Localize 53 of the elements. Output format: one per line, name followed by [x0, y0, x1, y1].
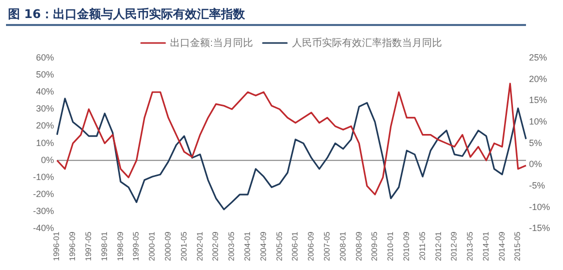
- x-tick-label: 2012-09: [450, 231, 459, 261]
- x-tick-label: 2001-05: [179, 231, 188, 261]
- y-tick-label: 10%: [36, 138, 54, 148]
- x-tick-label: 2008-01: [338, 231, 348, 261]
- x-tick-label: 2006-01: [290, 231, 300, 261]
- y2-tick-label: 0%: [528, 159, 542, 170]
- x-tick-label: 2012-01: [434, 231, 443, 261]
- x-tick-label: 2007-05: [322, 231, 332, 261]
- y-tick-label: -30%: [32, 206, 54, 216]
- x-tick-label: 2014-09: [497, 231, 506, 261]
- x-tick-label: 2013-05: [466, 231, 475, 261]
- x-tick-label: 2000-09: [163, 231, 172, 261]
- y-tick-label: 0%: [40, 154, 54, 165]
- y-tick-label: 30%: [36, 104, 54, 114]
- x-tick-label: 1996-09: [68, 231, 78, 261]
- y-tick-label: -40%: [32, 223, 54, 234]
- y-tick-label: -20%: [32, 188, 54, 199]
- y2-tick-label: 5%: [528, 138, 542, 148]
- x-tick-label: 2009-05: [370, 231, 380, 261]
- y2-tick-label: 20%: [528, 74, 548, 84]
- y-tick-label: 20%: [36, 120, 54, 131]
- x-tick-label: 2004-01: [242, 231, 252, 261]
- y2-tick-label: 15%: [528, 95, 548, 106]
- x-tick-label: 2010-01: [386, 231, 396, 261]
- y-tick-label: -10%: [32, 172, 54, 182]
- x-tick-label: 2005-05: [274, 231, 284, 261]
- x-tick-label: 2002-01: [195, 231, 204, 261]
- x-tick-label: 1998-01: [100, 231, 109, 261]
- x-tick-label: 2006-09: [306, 231, 316, 261]
- y2-tick-label: -10%: [528, 202, 550, 212]
- x-tick-label: 2004-09: [258, 231, 268, 261]
- x-tick-label: 2008-09: [354, 231, 364, 261]
- x-tick-label: 2015-05: [513, 231, 522, 261]
- x-tick-label: 2003-05: [227, 231, 236, 261]
- x-tick-label: 1998-09: [116, 231, 125, 261]
- y2-tick-label: 25%: [528, 52, 548, 62]
- x-tick-label: 2000-01: [148, 231, 157, 261]
- x-tick-label: 2002-09: [211, 231, 220, 261]
- x-tick-label: 1996-01: [52, 231, 62, 261]
- x-tick-label: 2014-01: [481, 231, 490, 261]
- y-tick-label: 60%: [36, 52, 54, 62]
- y-tick-label: 50%: [36, 70, 54, 80]
- x-tick-label: 2010-09: [402, 231, 411, 261]
- y2-tick-label: 10%: [528, 116, 548, 126]
- x-tick-label: 2011-05: [418, 231, 427, 260]
- x-tick-label: 1997-05: [84, 231, 94, 261]
- legend-label: 出口金额:当月同比: [170, 36, 253, 49]
- legend-label: 人民币实际有效汇率指数当月同比: [292, 36, 442, 49]
- chart-title: 图 16：出口金额与人民币实际有效汇率指数: [8, 6, 245, 23]
- x-tick-label: 1999-05: [132, 231, 141, 261]
- y2-tick-label: -5%: [528, 180, 546, 190]
- y-tick-label: 40%: [36, 86, 54, 97]
- y2-tick-label: -15%: [528, 223, 550, 234]
